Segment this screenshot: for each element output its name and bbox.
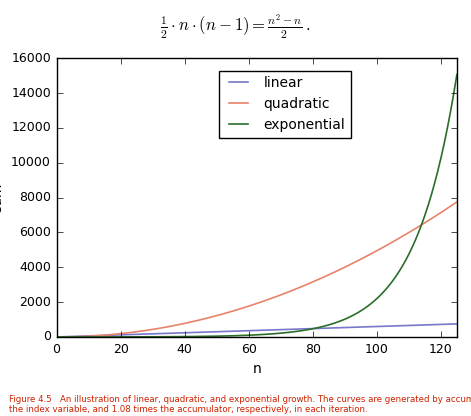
Line: linear: linear (57, 324, 457, 337)
linear (291, 327, 296, 332)
linear (156, 331, 162, 336)
Line: quadratic: quadratic (57, 202, 457, 337)
linear (79, 334, 85, 339)
exponential (156, 334, 162, 339)
exponential (454, 72, 460, 77)
exponential (291, 329, 296, 334)
exponential (300, 328, 306, 333)
quadratic (319, 275, 325, 280)
Legend: linear, quadratic, exponential: linear, quadratic, exponential (219, 71, 350, 138)
quadratic (300, 283, 306, 288)
exponential (79, 334, 85, 339)
Y-axis label: sum: sum (0, 183, 4, 212)
linear (243, 328, 248, 333)
Text: Figure 4.5   An illustration of linear, quadratic, and exponential growth. The c: Figure 4.5 An illustration of linear, qu… (9, 394, 471, 414)
quadratic (243, 305, 248, 310)
quadratic (79, 334, 85, 339)
exponential (54, 334, 59, 339)
Text: $\frac{1}{2} \cdot n \cdot (n-1) = \frac{n^2 - n}{2}\,.$: $\frac{1}{2} \cdot n \cdot (n-1) = \frac… (160, 12, 311, 41)
quadratic (454, 199, 460, 204)
Line: exponential: exponential (57, 74, 457, 337)
quadratic (54, 334, 59, 339)
X-axis label: n: n (252, 362, 261, 376)
linear (319, 326, 325, 331)
quadratic (156, 326, 162, 331)
linear (300, 327, 306, 332)
exponential (243, 333, 248, 338)
linear (54, 334, 59, 339)
linear (454, 322, 460, 327)
exponential (319, 324, 325, 329)
quadratic (291, 287, 296, 292)
